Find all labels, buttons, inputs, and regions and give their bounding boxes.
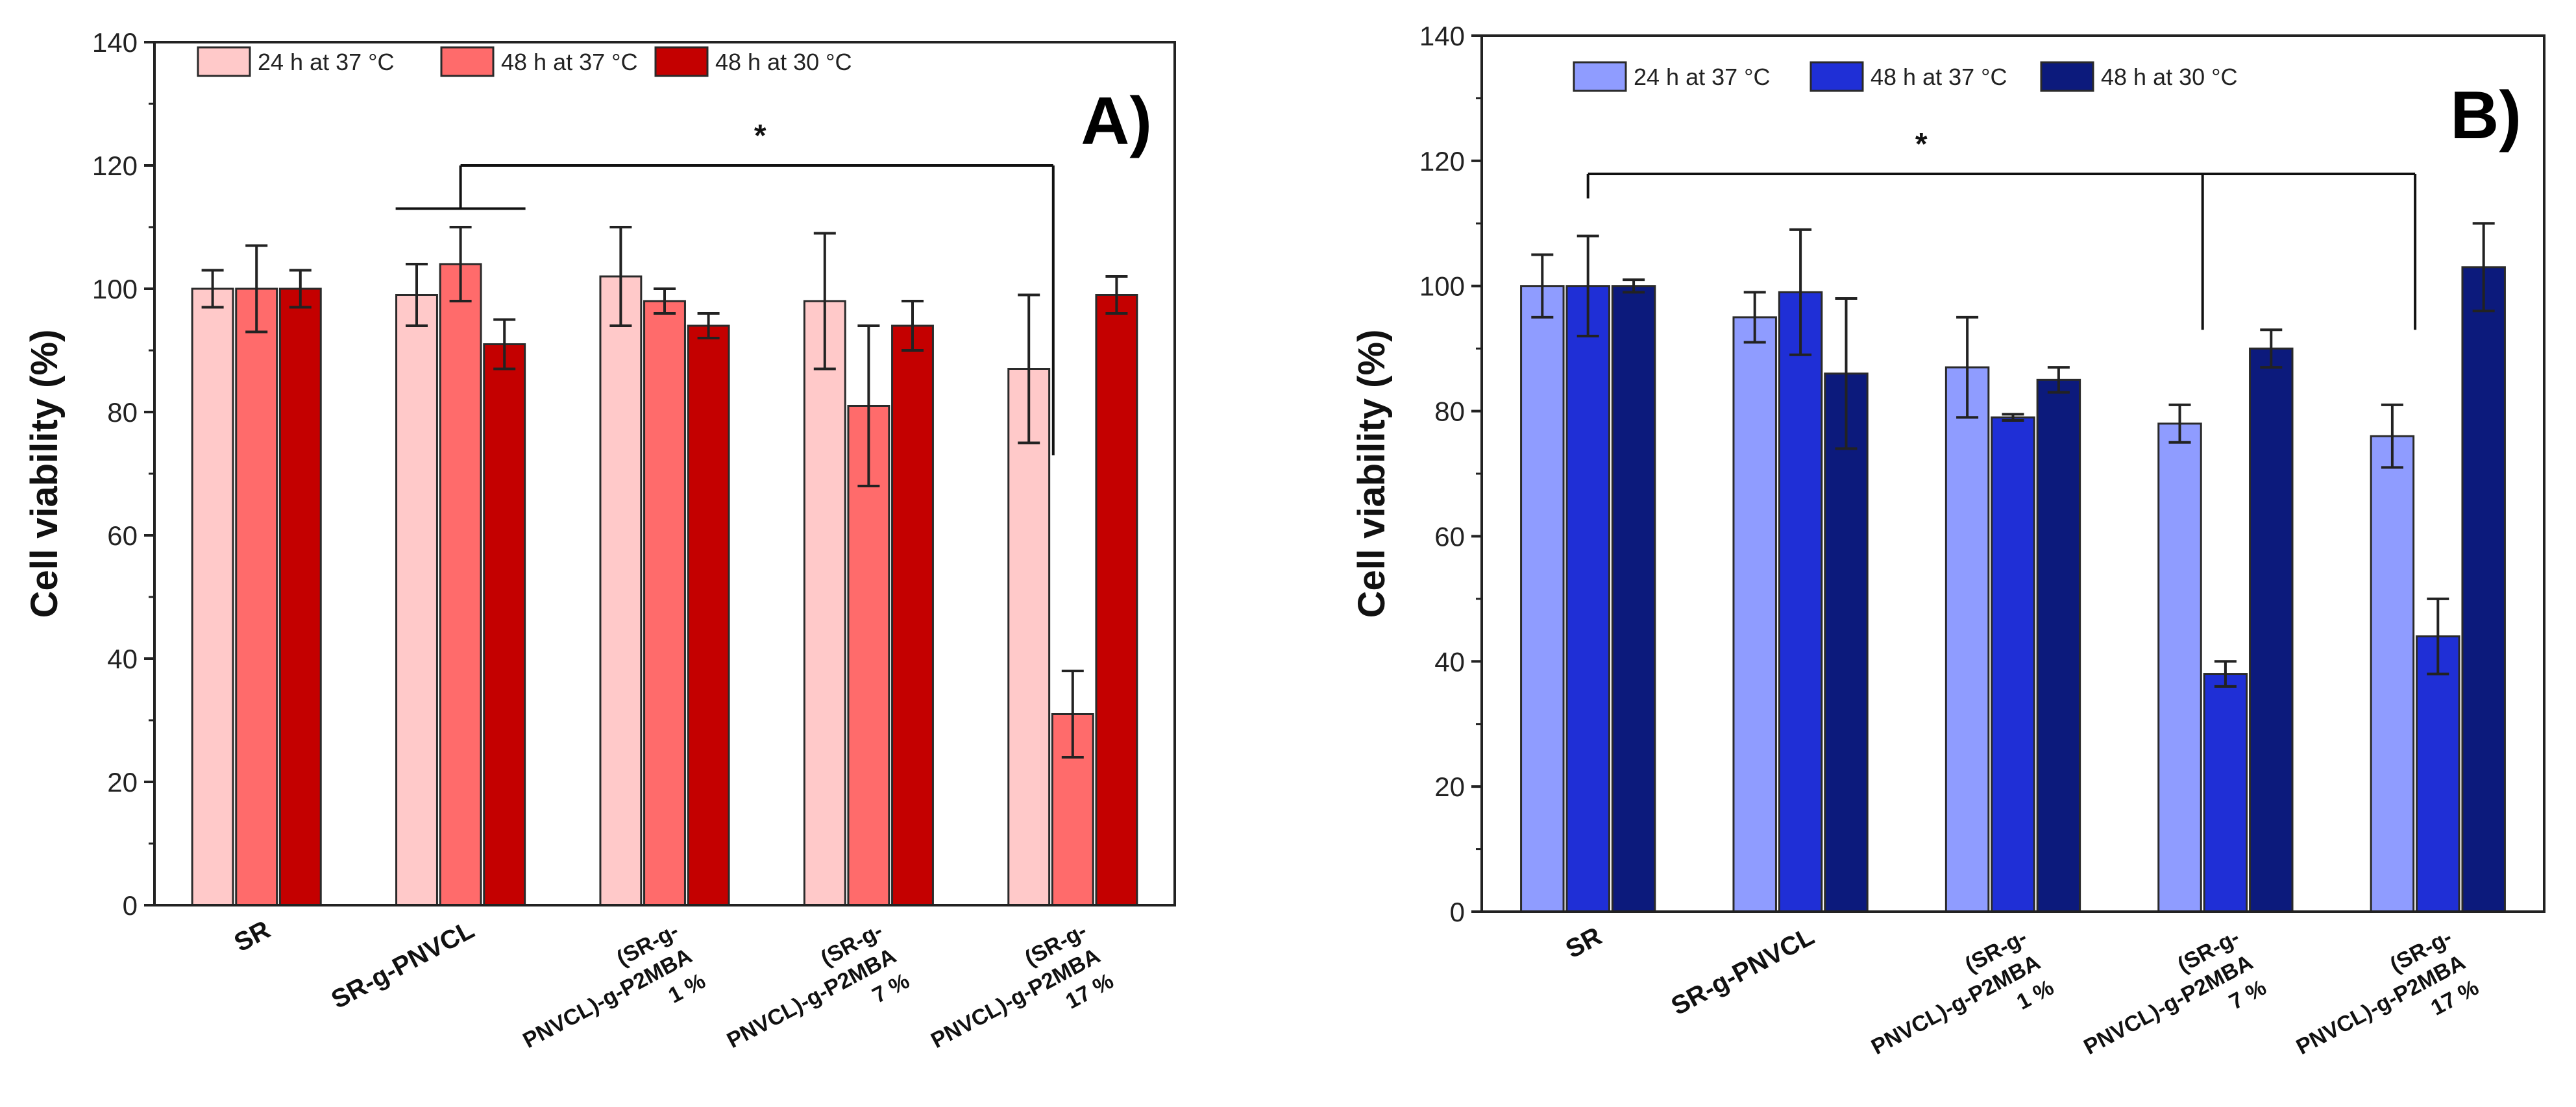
legend-label: 24 h at 37 °C <box>1634 64 1771 90</box>
bar <box>1565 285 1610 913</box>
bar <box>439 263 482 906</box>
category-label: SR-g-PNVCL <box>1667 922 1819 1021</box>
category-label: SR <box>230 916 275 958</box>
panel-label: A) <box>1081 84 1152 159</box>
bar <box>803 300 846 906</box>
legend-swatch <box>1573 61 1627 92</box>
bar <box>278 287 322 906</box>
legend-swatch <box>654 46 709 77</box>
bar <box>2036 378 2081 913</box>
category-label-line: SR-g-PNVCL <box>1667 922 1819 1021</box>
bar <box>1778 291 1823 913</box>
y-tick-label: 140 <box>1419 21 1465 51</box>
bar <box>2370 435 2415 913</box>
bar <box>191 287 234 906</box>
panel-label: B) <box>2450 78 2521 153</box>
y-tick-label: 100 <box>92 274 138 304</box>
legend-label: 48 h at 37 °C <box>1871 64 2007 90</box>
y-tick-label: 20 <box>1434 772 1465 802</box>
bar <box>1824 372 1869 913</box>
y-tick-label: 80 <box>1434 396 1465 427</box>
bar <box>687 324 730 906</box>
bar <box>643 300 686 906</box>
y-tick-label: 0 <box>1450 897 1465 927</box>
bar <box>483 343 526 906</box>
bar <box>1095 294 1138 906</box>
y-tick-label: 20 <box>107 767 138 797</box>
bar <box>599 275 643 906</box>
legend-label: 48 h at 30 °C <box>2101 64 2238 90</box>
plot-frame <box>1480 34 2545 913</box>
bar <box>891 324 934 906</box>
category-label-line: PNVCL)-g-P2MBA <box>2079 950 2257 1060</box>
y-tick-label: 60 <box>107 520 138 551</box>
significance-star: * <box>754 119 767 153</box>
legend-swatch <box>440 46 495 77</box>
bar <box>2461 266 2506 913</box>
bar <box>1007 368 1051 906</box>
bar <box>1991 416 2035 913</box>
bar <box>235 287 278 906</box>
y-tick-label: 40 <box>1434 646 1465 677</box>
y-tick-label: 60 <box>1434 521 1465 552</box>
category-label: SR <box>1561 922 1606 964</box>
category-label-line: SR <box>230 916 275 958</box>
bar <box>2416 635 2460 913</box>
chart-panel-a: 0 20 40 60 80 100 120 140 Cell viability (%) 24 h… <box>23 27 1176 1053</box>
category-label-line: SR <box>1561 922 1606 964</box>
bar <box>1611 285 1656 913</box>
legend-swatch <box>2040 61 2094 92</box>
y-tick-label: 40 <box>107 644 138 674</box>
chart-panel-b: 0 20 40 60 80 100 120 140 Cell viability (%) 24 h… <box>1351 21 2545 1060</box>
y-tick-label: 140 <box>92 27 138 58</box>
legend-swatch <box>1809 61 1864 92</box>
plot-frame <box>153 41 1176 906</box>
category-label-line: PNVCL)-g-P2MBA <box>519 943 696 1053</box>
category-label-line: PNVCL)-g-P2MBA <box>723 943 900 1053</box>
bar <box>1732 316 1777 913</box>
y-tick-label: 0 <box>123 890 138 921</box>
bar <box>2203 673 2248 913</box>
y-tick-label: 120 <box>92 151 138 181</box>
significance-star: * <box>1915 127 1928 162</box>
category-label: SR-g-PNVCL <box>326 916 479 1015</box>
bar <box>1944 366 1990 913</box>
legend-swatch <box>197 46 251 77</box>
y-tick-label: 100 <box>1419 271 1465 302</box>
category-label-line: PNVCL)-g-P2MBA <box>1867 950 2044 1060</box>
legend-label: 48 h at 37 °C <box>501 49 638 75</box>
y-axis-title: Cell viability (%) <box>1351 330 1393 618</box>
category-label-line: SR-g-PNVCL <box>326 916 479 1015</box>
y-axis-title: Cell viability (%) <box>23 330 66 618</box>
legend-label: 48 h at 30 °C <box>715 49 852 75</box>
bar <box>1520 285 1565 913</box>
bar <box>2157 422 2202 913</box>
bar <box>847 405 890 906</box>
y-tick-label: 80 <box>107 397 138 428</box>
bar <box>2249 347 2294 913</box>
y-tick-label: 120 <box>1419 146 1465 176</box>
bar <box>395 294 438 906</box>
legend-label: 24 h at 37 °C <box>258 49 395 75</box>
